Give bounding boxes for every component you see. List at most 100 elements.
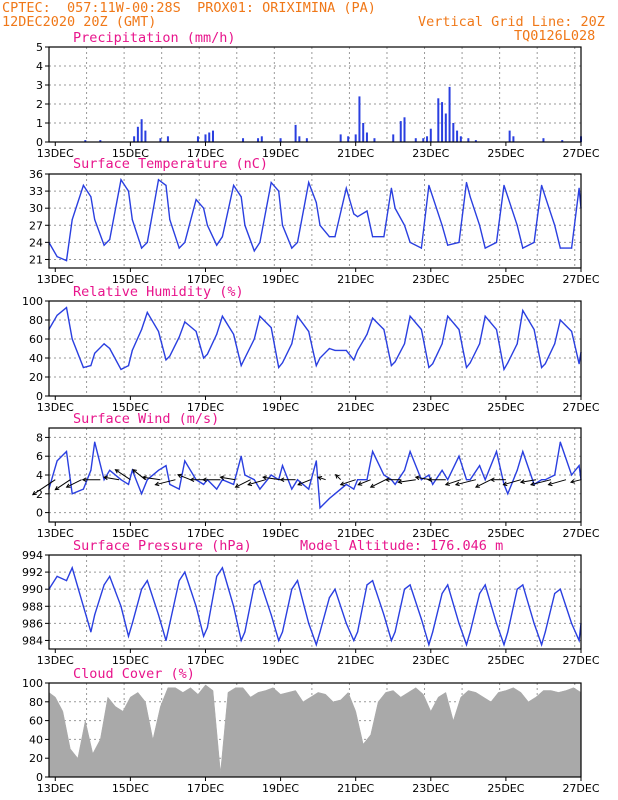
wind-arrow-head	[65, 483, 71, 488]
wind-point	[120, 479, 122, 481]
pres-line	[48, 565, 582, 648]
rh-point	[394, 361, 396, 363]
pres-point	[533, 622, 535, 625]
temp-point	[270, 181, 272, 184]
precip-ytick-label: 5	[36, 41, 43, 54]
temp-title: Surface Temperature (nC)	[73, 156, 268, 172]
wind-point	[141, 493, 143, 495]
temp-ytick-label: 21	[29, 253, 43, 266]
wind-point	[420, 479, 422, 481]
rh-point	[141, 328, 143, 331]
temp-ytick-label: 27	[29, 219, 43, 232]
temp-point	[178, 247, 180, 249]
pres-point	[495, 622, 498, 625]
wind-point	[184, 460, 186, 462]
wind-arrow-head	[262, 475, 267, 480]
wind-point	[353, 488, 355, 490]
rh-point	[522, 309, 524, 312]
pres-point	[203, 635, 205, 637]
rh-point	[253, 338, 255, 340]
pres-point	[253, 584, 255, 586]
pres-point	[458, 622, 460, 625]
precip-bar	[362, 123, 365, 142]
wind-arrow-shaft	[530, 479, 552, 486]
temp-point	[345, 187, 347, 189]
temp-point	[71, 219, 73, 221]
temp-ytick-label: 30	[29, 202, 43, 215]
pres-point	[90, 631, 92, 633]
temp-point	[544, 196, 546, 198]
wind-point	[357, 479, 359, 481]
pres-point	[403, 588, 406, 590]
pres-point	[120, 605, 122, 607]
temp-point	[503, 184, 505, 186]
precip-bar	[84, 140, 87, 142]
wind-point	[458, 455, 460, 457]
temp-point	[516, 224, 518, 226]
rh-ytick-label: 60	[29, 333, 43, 346]
rh-ytick-label: 40	[29, 352, 43, 365]
pres-point	[420, 618, 422, 620]
pres-point	[270, 614, 272, 616]
header-station: CPTEC: 057:11W-00:28S PROX01: ORIXIMINA …	[2, 0, 376, 16]
wind-point	[203, 483, 205, 485]
wind-line	[48, 441, 582, 510]
temp-point	[278, 190, 280, 192]
rh-point	[184, 321, 186, 323]
wind-arrow-shaft	[503, 479, 522, 486]
rh-point	[127, 365, 130, 367]
pres-point	[432, 631, 434, 633]
wind-point	[544, 479, 546, 481]
temp-line	[48, 177, 582, 262]
wind-arrow-head	[31, 490, 37, 496]
temp-point	[195, 199, 197, 201]
temp-point	[120, 179, 122, 181]
precip-ytick-label: 1	[36, 117, 43, 130]
wind-arrow-head	[569, 479, 576, 484]
precip-xtick-label: 15DEC	[112, 147, 149, 160]
wind-arrow-shaft	[520, 479, 537, 483]
temp-point	[184, 241, 186, 243]
wind-point	[281, 465, 284, 467]
rh-point	[479, 343, 481, 345]
rh-point	[383, 328, 385, 331]
wind-arrow-shaft	[570, 479, 582, 483]
wind-xtick-label: 27DEC	[562, 527, 599, 540]
temp-point	[206, 224, 208, 226]
header-grid-line: Vertical Grid Line: 20Z	[418, 14, 605, 30]
rh-point	[203, 357, 205, 359]
precip-ytick-label: 0	[36, 136, 43, 149]
pres-ytick-label: 990	[22, 583, 43, 596]
wind-panel: 0 2 4 6 8 13DEC 15DEC 17DEC 19DEC 21DEC 23DEC 25DEC…	[31, 411, 600, 540]
temp-point	[203, 207, 205, 209]
pres-point	[507, 631, 509, 633]
precip-bar	[403, 117, 406, 142]
cloud-ytick-label: 100	[22, 677, 43, 690]
temp-point	[484, 247, 486, 249]
pres-point	[372, 580, 374, 582]
wind-point	[82, 488, 84, 490]
precip-bar	[508, 130, 511, 142]
wind-point	[479, 465, 481, 467]
precip-bar	[260, 136, 263, 142]
temp-point	[308, 181, 310, 184]
wind-arrow-head	[529, 481, 535, 487]
wind-point	[56, 460, 58, 462]
wind-point	[178, 488, 180, 490]
wind-point	[409, 450, 411, 453]
temp-point	[390, 187, 392, 189]
wind-arrow-shaft	[115, 469, 131, 481]
rh-point	[484, 315, 486, 317]
pres-point	[465, 644, 468, 646]
rh-xtick-label: 19DEC	[262, 401, 299, 414]
pres-ytick-label: 994	[22, 549, 43, 562]
wind-ytick-label: 6	[36, 450, 43, 463]
rh-point	[432, 363, 434, 365]
rh-point	[244, 357, 246, 359]
precip-bar	[392, 134, 395, 142]
temp-point	[82, 184, 84, 186]
temp-point	[541, 184, 543, 186]
wind-arrow-head	[317, 476, 323, 481]
rh-point	[281, 362, 284, 364]
wind-arrow-shaft	[55, 479, 71, 491]
